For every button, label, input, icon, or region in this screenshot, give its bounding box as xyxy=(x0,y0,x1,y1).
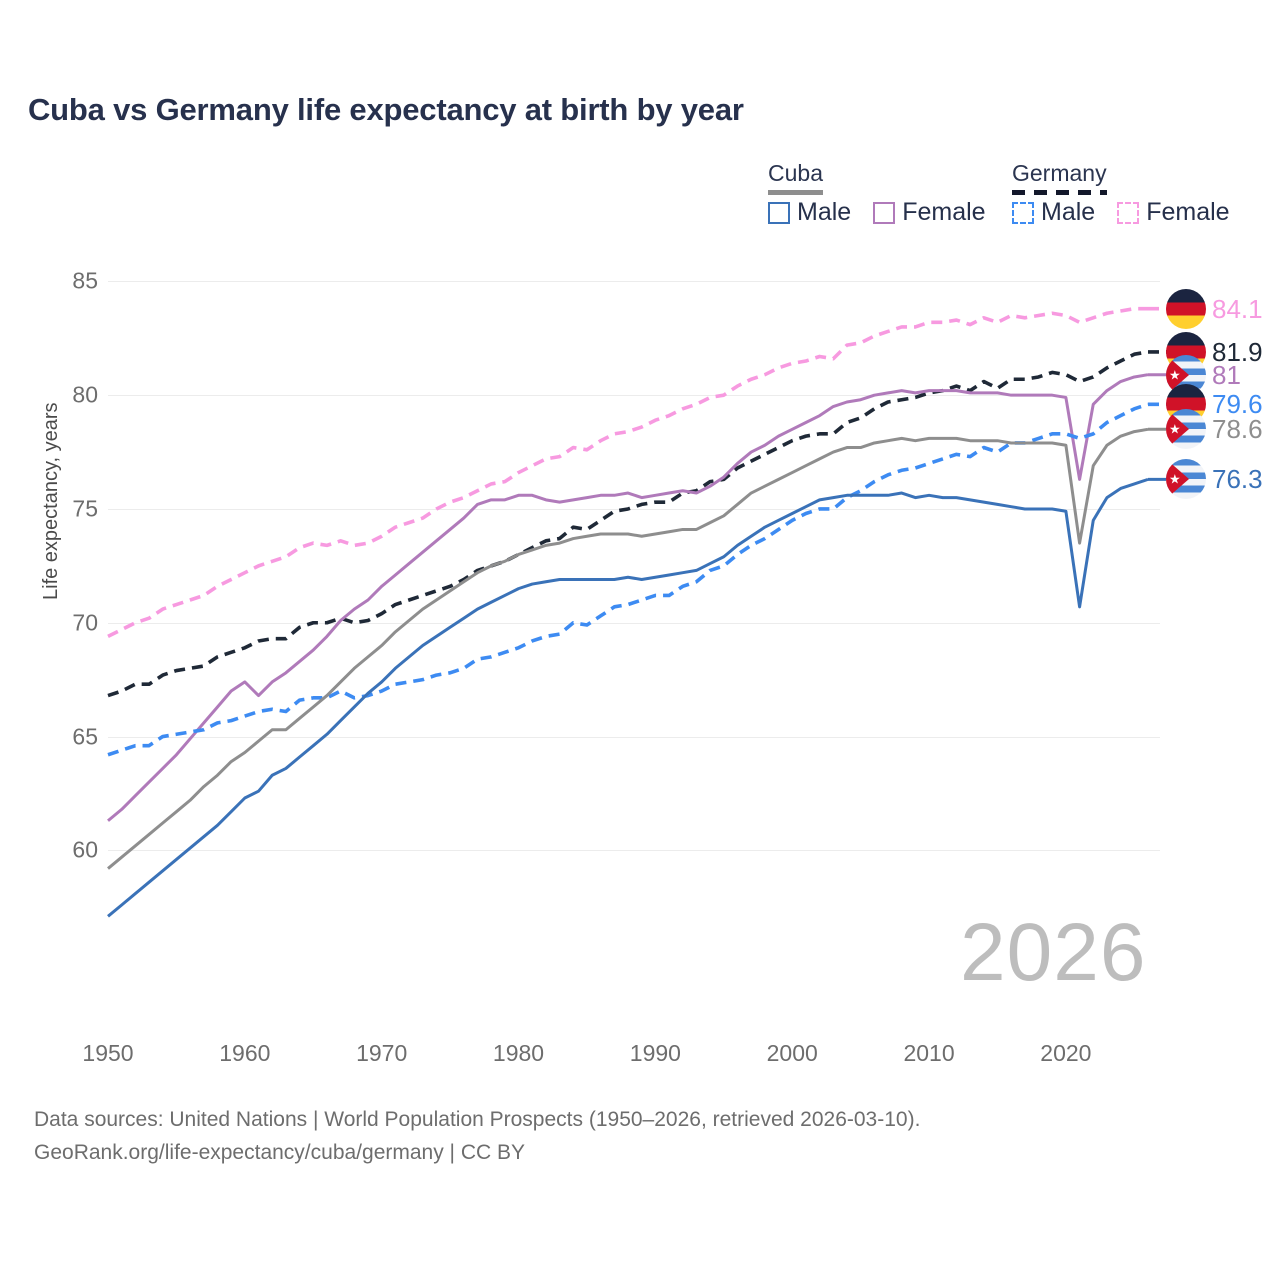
end-label-cuba-total: 78.6 xyxy=(1166,409,1263,450)
legend-item-cuba-female[interactable]: Female xyxy=(873,198,986,226)
gridline xyxy=(108,850,1160,852)
legend-item-label: Female xyxy=(1146,198,1230,226)
series-line xyxy=(107,477,1149,918)
x-tick-label: 1980 xyxy=(492,1040,545,1066)
footer-line-2: GeoRank.org/life-expectancy/cuba/germany… xyxy=(34,1140,526,1164)
gridline xyxy=(108,395,1160,397)
legend-group-title: Cuba xyxy=(768,160,823,186)
end-value-text: 81 xyxy=(1212,359,1241,390)
x-tick-label: 2000 xyxy=(766,1040,818,1066)
end-value-text: 79.6 xyxy=(1212,389,1263,420)
germany-flag-icon xyxy=(1166,288,1206,329)
end-label-germany-female: 84.1 xyxy=(1166,288,1263,329)
legend-item-label: Male xyxy=(1041,198,1096,226)
legend-group-title: Germany xyxy=(1012,160,1107,186)
x-tick-label: 2020 xyxy=(1040,1040,1092,1066)
legend-swatch-icon xyxy=(1012,201,1034,224)
end-value-text: 78.6 xyxy=(1212,414,1263,445)
y-tick-label: 60 xyxy=(72,836,98,863)
legend-swatch-icon xyxy=(1117,201,1140,224)
legend-rule-solid xyxy=(768,190,823,195)
year-watermark: 2026 xyxy=(960,907,1147,998)
legend-item-label: Female xyxy=(902,198,986,226)
end-label-germany-total: 81.9 xyxy=(1166,331,1263,372)
legend-group-cuba: Cuba Male Female xyxy=(768,160,986,225)
x-tick-label: 2010 xyxy=(903,1040,955,1066)
x-tick-label: 1970 xyxy=(356,1040,408,1066)
gridline xyxy=(108,508,1160,510)
x-tick-label: 1950 xyxy=(82,1040,134,1066)
series-line xyxy=(107,402,1149,757)
page-title: Cuba vs Germany life expectancy at birth… xyxy=(28,92,744,127)
y-axis-label: Life expectancy, years xyxy=(40,402,62,600)
footer-note: Data sources: United Nations | World Pop… xyxy=(34,1104,920,1169)
legend-item-cuba-male[interactable]: Male xyxy=(768,200,851,225)
legend-rule-dashed xyxy=(1012,190,1107,195)
y-tick-label: 65 xyxy=(72,723,98,750)
series-line xyxy=(107,350,1149,698)
plot-area: 60 65 70 75 80 85 1950 1960 1970 1980 1990 2000 201… xyxy=(72,268,1262,1066)
chart-legend: Cuba Male Female Germany Male xyxy=(760,160,1260,240)
y-tick-label: 85 xyxy=(72,267,98,294)
cuba-flag-icon xyxy=(1166,459,1206,500)
legend-item-germany-male[interactable]: Male xyxy=(1012,200,1095,225)
y-tick-label: 70 xyxy=(72,609,98,636)
legend-swatch-icon xyxy=(768,201,790,224)
gridline xyxy=(108,736,1160,738)
series-line xyxy=(107,373,1149,822)
x-tick-label: 1990 xyxy=(629,1040,681,1066)
cuba-flag-icon xyxy=(1166,409,1206,450)
end-label-cuba-male: 76.3 xyxy=(1166,459,1263,500)
legend-swatch-icon xyxy=(873,201,896,224)
legend-item-germany-female[interactable]: Female xyxy=(1117,198,1230,226)
series-line xyxy=(107,427,1149,870)
series-lines xyxy=(107,306,1168,918)
y-tick-label: 80 xyxy=(72,381,98,408)
legend-group-germany: Germany Male Female xyxy=(1012,160,1230,225)
x-tick-label: 1960 xyxy=(219,1040,271,1066)
end-value-text: 76.3 xyxy=(1212,464,1263,495)
gridline xyxy=(108,281,1160,283)
end-value-text: 81.9 xyxy=(1212,336,1263,367)
end-value-text: 84.1 xyxy=(1212,293,1263,324)
y-tick-label: 75 xyxy=(72,495,98,522)
series-line xyxy=(107,306,1148,639)
footer-line-1: Data sources: United Nations | World Pop… xyxy=(34,1108,921,1131)
gridline xyxy=(108,622,1160,624)
legend-item-label: Male xyxy=(797,198,852,226)
